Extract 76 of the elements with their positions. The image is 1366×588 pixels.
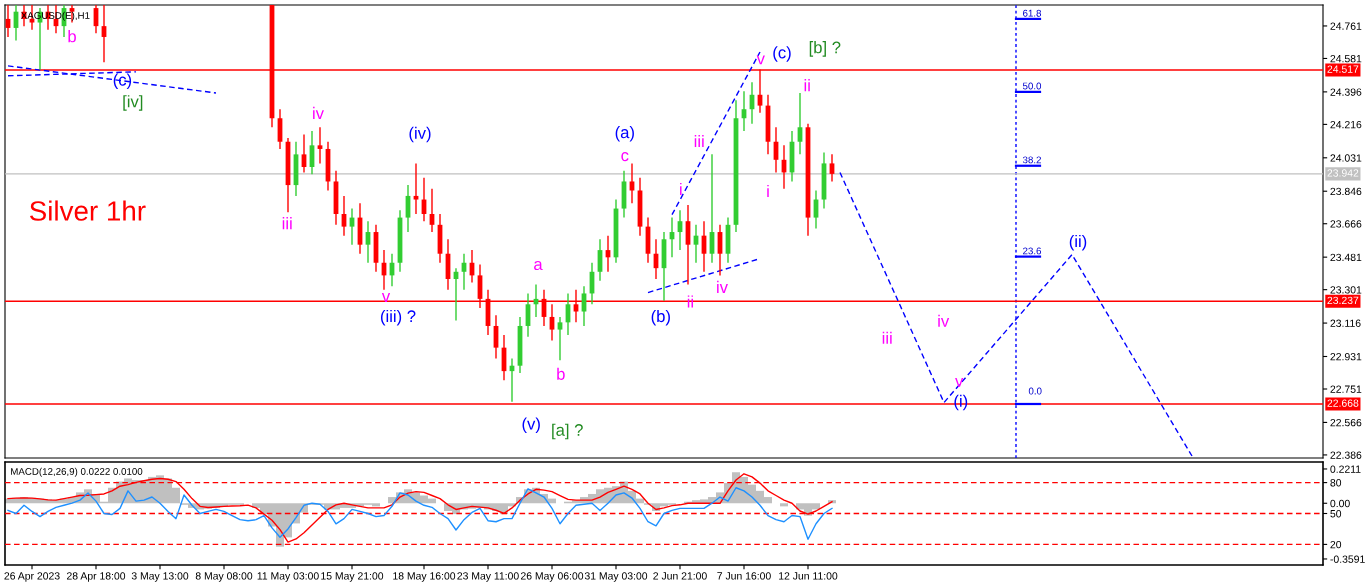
annotation: iii [882,331,892,344]
text: Silver 1hr [29,200,146,221]
ref-line-label: 23.237 [1327,296,1359,305]
x-tick-label: 18 May 16:00 [393,572,456,582]
y-tick-label: 0.00 [1330,499,1350,508]
annotation: (ii) [1069,234,1087,251]
annotation: 23.6 [1023,247,1042,255]
x-tick-label: 23 May 11:00 [457,572,519,582]
annotation: [a] ? [552,423,583,440]
annotation: iv [717,280,728,293]
x-tick-label: 26 Apr 2023 [4,572,60,582]
annotation: iv [938,314,950,327]
x-tick-label: 31 May 03:00 [584,572,648,582]
annotation: a [534,260,543,271]
annotation: i [680,182,682,195]
candlestick [317,126,323,165]
annotation: i [767,184,769,197]
annotation: v [955,378,964,387]
annotation: 38.2 [1022,156,1041,164]
annotation: iii [694,135,704,148]
annotation: [b] ? [809,41,841,57]
annotation: (c) [113,73,132,89]
annotation: ii [804,79,810,92]
annotation: (v) [522,417,540,434]
x-tick-label: 26 May 06:00 [520,572,584,582]
annotation: (iv) [409,126,431,143]
x-tick-label: 28 Apr 18:00 [66,572,126,582]
y-tick-label: 23.481 [1330,253,1362,262]
annotation: c [621,152,629,162]
y-tick-label: 24.031 [1330,154,1362,162]
annotation: (c) [773,46,791,62]
annotation: b [557,367,565,380]
x-tick-label: 8 May 08:00 [195,572,253,582]
line-series [7,487,833,540]
y2-tick-label: 80 [1330,479,1342,487]
y-tick-label: 0.2211 [1330,465,1361,473]
candlestick [557,316,563,361]
ref-line-label: 24.517 [1327,65,1359,73]
annotation: (iii) ? [380,309,416,326]
annotation: [iv] [123,95,143,111]
annotation: (b) [651,309,670,326]
x-tick-label: 2 Jun 21:00 [653,572,707,580]
y-tick-label: 22.931 [1330,352,1362,361]
ref-line-label: 23.942 [1327,169,1359,177]
x-tick-label: 11 May 03:00 [257,572,319,582]
y-tick-label: 22.751 [1330,385,1362,393]
y-tick-label: 23.846 [1330,187,1362,196]
y-tick-label: 24.216 [1330,120,1362,129]
y2-tick-label: 50 [1330,510,1342,518]
annotation: 50.0 [1022,82,1042,90]
y-tick-label: 22.386 [1330,451,1362,459]
y-tick-label: 23.116 [1330,319,1361,327]
annotation: iv [313,106,324,119]
y-tick-label: 23.301 [1330,286,1362,294]
text: MACD(12,26,9) 0.0222 0.0100 [11,467,143,477]
y-tick-label: 24.581 [1330,54,1362,63]
ref-line-label: 22.668 [1327,399,1359,407]
x-tick-label: 7 Jun 16:00 [717,572,771,580]
y-tick-label: -0.3591 [1330,555,1365,563]
candlestick [413,162,419,215]
y-tick-label: 23.666 [1330,220,1362,228]
y-tick-label: 24.761 [1330,22,1362,30]
x-tick-label: 15 May 21:00 [321,572,384,582]
x-tick-label: 3 May 13:00 [131,572,189,582]
annotation: v [756,55,765,65]
bar [780,503,788,507]
y-tick-label: 22.566 [1330,418,1362,427]
annotation: b [68,30,76,43]
y2-tick-label: 20 [1330,540,1342,549]
annotation: 0.0 [1028,387,1042,395]
annotation: (a) [615,126,634,142]
annotation: iii [282,217,292,230]
y-tick-label: 24.396 [1330,88,1362,96]
annotation: 61.8 [1023,9,1042,17]
x-tick-label: 12 Jun 11:00 [779,572,838,580]
annotation: v [381,293,391,302]
